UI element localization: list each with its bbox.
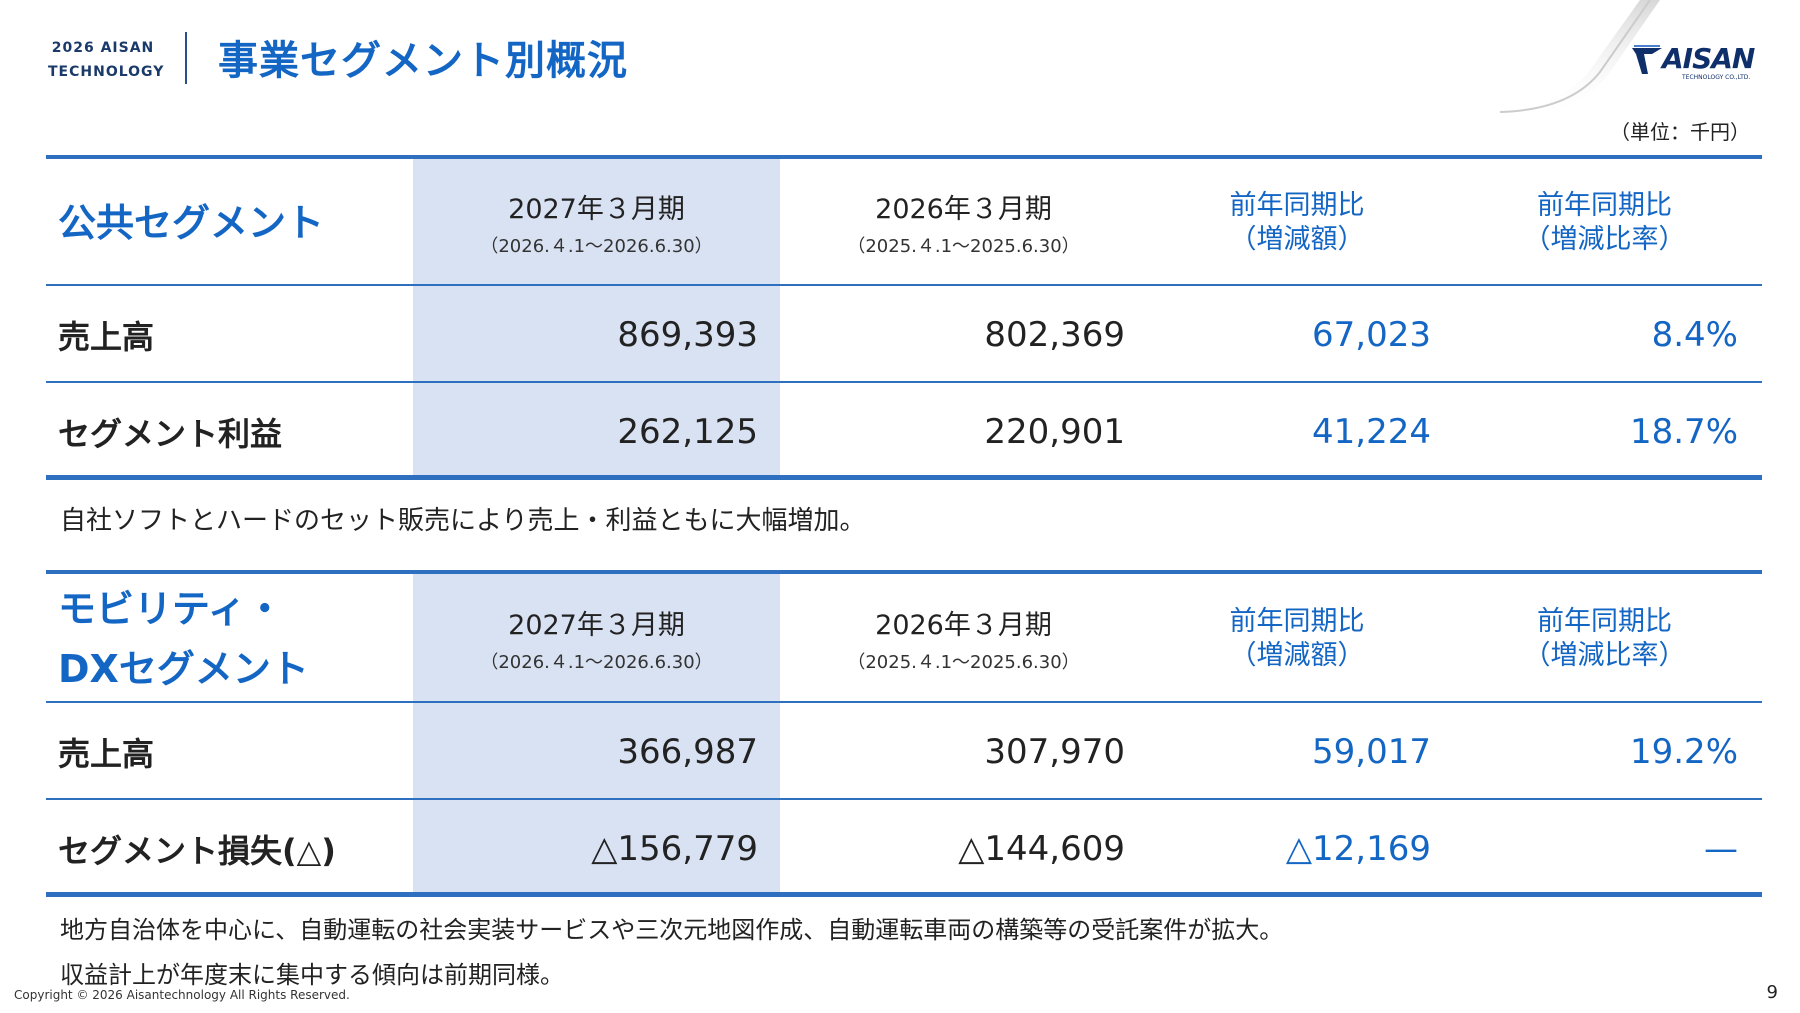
segment-title-line2: DXセグメント [58, 646, 309, 691]
value-diff: 41,224 [1312, 411, 1431, 452]
public-segment-note: 自社ソフトとハードのセット販売により売上・利益ともに大幅増加。 [60, 506, 866, 536]
value-rate: — [1704, 828, 1738, 869]
current-period-highlight [413, 570, 780, 897]
header-yoy-amount: 前年同期比 （増減額） [1229, 189, 1365, 255]
table-row: 売上高 366,987 307,970 59,017 19.2% [46, 703, 1762, 800]
year-logo-line2: TECHNOLOGY [48, 64, 165, 80]
year-logo: 2026 AISAN TECHNOLOGY [48, 36, 165, 84]
value-prior: 307,970 [984, 731, 1125, 772]
table-row: 売上高 869,393 802,369 67,023 8.4% [46, 286, 1762, 383]
value-prior: 220,901 [984, 411, 1125, 452]
value-current: 366,987 [617, 731, 758, 772]
value-rate: 8.4% [1651, 314, 1738, 355]
value-diff: 67,023 [1312, 314, 1431, 355]
row-label: セグメント利益 [58, 414, 283, 453]
company-logo-sub: TECHNOLOGY CO.,LTD. [1682, 74, 1751, 81]
company-logo-icon [1632, 45, 1662, 74]
header-yoy-amount: 前年同期比 （増減額） [1229, 605, 1365, 671]
copyright: Copyright © 2026 Aisantechnology All Rig… [14, 988, 350, 1002]
page-title: 事業セグメント別概況 [218, 38, 628, 84]
value-diff: △12,169 [1285, 828, 1431, 869]
header-divider [185, 32, 187, 84]
header-yoy-rate: 前年同期比 （増減比率） [1523, 189, 1686, 255]
header-current-period: 2027年３月期 （2026.４.1～2026.6.30） [480, 610, 713, 673]
segment-title-line1: モビリティ・ [58, 586, 284, 631]
header-band: 2026 AISAN TECHNOLOGY 事業セグメント別概況 AISAN T… [0, 0, 1800, 120]
value-rate: 18.7% [1629, 411, 1738, 452]
company-logo: AISAN TECHNOLOGY CO.,LTD. [1630, 42, 1770, 86]
header-yoy-rate: 前年同期比 （増減比率） [1523, 605, 1686, 671]
segment-title: 公共セグメント [58, 200, 325, 245]
current-period-highlight [413, 155, 780, 480]
header-current-period: 2027年３月期 （2026.４.1～2026.6.30） [480, 194, 713, 257]
mobility-segment-table: モビリティ・ DXセグメント 2027年３月期 （2026.４.1～2026.6… [46, 570, 1762, 897]
public-segment-table: 公共セグメント 2027年３月期 （2026.４.1～2026.6.30） 20… [46, 155, 1762, 480]
header-prior-period: 2026年３月期 （2025.４.1～2025.6.30） [847, 194, 1080, 257]
header-band-shape [0, 0, 1660, 118]
table-row: セグメント損失(△) △156,779 △144,609 △12,169 — [46, 800, 1762, 897]
row-label: セグメント損失(△) [58, 831, 336, 870]
page-number: 9 [1766, 982, 1778, 1003]
value-rate: 19.2% [1629, 731, 1738, 772]
mobility-segment-note-line1: 地方自治体を中心に、自動運転の社会実装サービスや三次元地図作成、自動運転車両の構… [60, 916, 1284, 944]
row-label: 売上高 [58, 317, 155, 356]
year-logo-line1: 2026 AISAN [51, 40, 155, 56]
table-top-rule [46, 570, 1762, 574]
value-current: 262,125 [617, 411, 758, 452]
company-logo-name: AISAN [1662, 42, 1755, 75]
header-prior-period: 2026年３月期 （2025.４.1～2025.6.30） [847, 610, 1080, 673]
value-diff: 59,017 [1312, 731, 1431, 772]
table-row: セグメント利益 262,125 220,901 41,224 18.7% [46, 383, 1762, 480]
value-prior: △144,609 [958, 828, 1125, 869]
value-current: △156,779 [591, 828, 758, 869]
value-prior: 802,369 [984, 314, 1125, 355]
value-current: 869,393 [617, 314, 758, 355]
row-label: 売上高 [58, 734, 155, 773]
table-header-row: モビリティ・ DXセグメント 2027年３月期 （2026.４.1～2026.6… [46, 574, 1762, 703]
mobility-segment-note-line2: 収益計上が年度末に集中する傾向は前期同様。 [60, 961, 564, 989]
unit-label: （単位：千円） [1610, 120, 1750, 144]
table-top-rule [46, 155, 1762, 159]
table-header-row: 公共セグメント 2027年３月期 （2026.４.1～2026.6.30） 20… [46, 159, 1762, 286]
